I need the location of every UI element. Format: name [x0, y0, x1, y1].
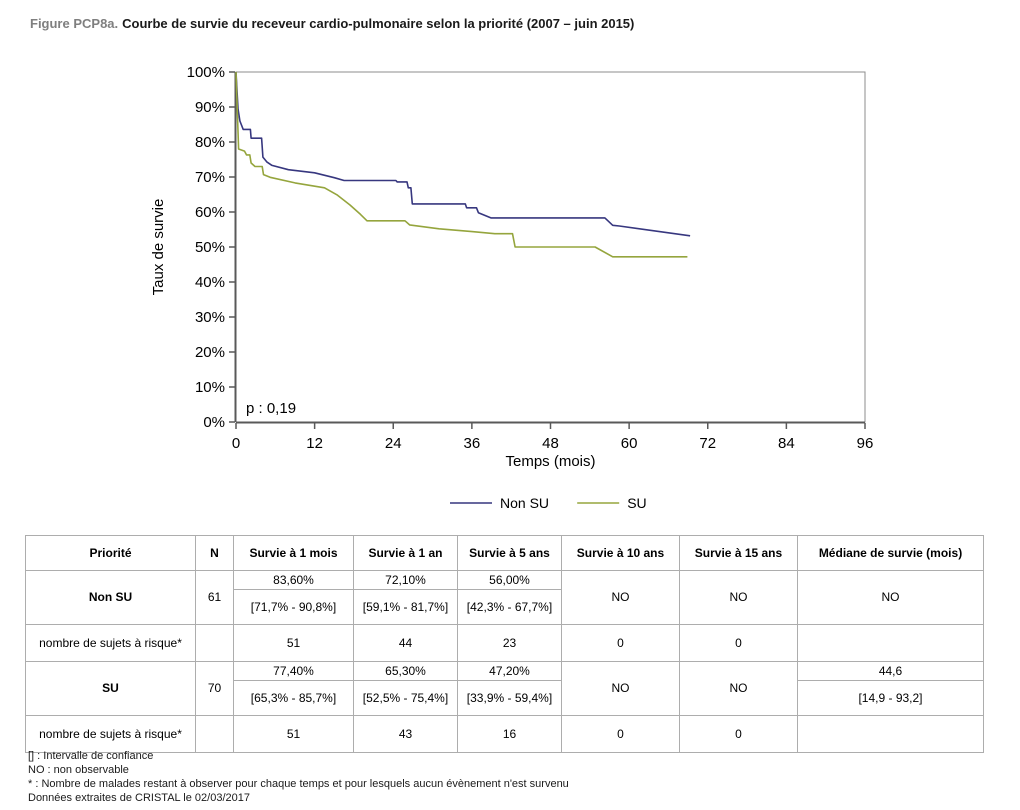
cell-su-risk-y15: 0	[679, 715, 798, 753]
cell-non-su-y15: NO	[679, 570, 798, 625]
footnotes: [] : Intervalle de confiance NO : non ob…	[28, 749, 569, 805]
series-line-su	[235, 71, 688, 258]
header-survie-10-ans: Survie à 10 ans	[561, 535, 680, 571]
cell-su-y5: 47,20%	[457, 661, 562, 681]
footnote-no: NO : non observable	[28, 764, 129, 776]
cell-non-su-y1-ci: [59,1% - 81,7%]	[353, 589, 458, 625]
cell-non-su-n: 61	[195, 570, 234, 625]
legend-label-su: SU	[627, 495, 646, 511]
legend-label-non-su: Non SU	[500, 495, 549, 511]
table-row-non-su-risk: nombre de sujets à risque* 51 44 23 0 0	[25, 624, 984, 662]
cell-non-su-m1: 83,60%	[233, 570, 354, 590]
cell-su-risk-y10: 0	[561, 715, 680, 753]
table-row-non-su-values: Non SU 61 83,60% 72,10% 56,00% NO NO NO	[25, 570, 984, 625]
cell-su-risk-median	[797, 715, 984, 753]
header-n: N	[195, 535, 234, 571]
cell-non-su-median: NO	[797, 570, 984, 625]
survival-table: Priorité N Survie à 1 mois Survie à 1 an…	[25, 535, 984, 753]
cell-non-su-risk-n	[195, 624, 234, 662]
header-survie-15-ans: Survie à 15 ans	[679, 535, 798, 571]
cell-su-y1-ci: [52,5% - 75,4%]	[353, 680, 458, 716]
cell-su-risk-y5: 16	[457, 715, 562, 753]
table-row-su-ci: [65,3% - 85,7%] [52,5% - 75,4%] [33,9% -…	[26, 680, 984, 716]
figure-label: Figure PCP8a.	[30, 16, 119, 31]
cell-non-su-risk-y5: 23	[457, 624, 562, 662]
cell-non-su-risk-y15: 0	[679, 624, 798, 662]
table-header-row: Priorité N Survie à 1 mois Survie à 1 an…	[25, 535, 984, 571]
table-row-su-values: SU 70 77,40% 65,30% 47,20% NO NO 44,6	[25, 661, 984, 716]
y-tick-label: 90%	[195, 99, 225, 116]
p-value-annotation: p : 0,19	[246, 400, 296, 417]
header-priorite: Priorité	[25, 535, 196, 571]
x-tick-label: 84	[778, 435, 795, 452]
row-label-su-risk: nombre de sujets à risque*	[25, 715, 196, 753]
y-tick-label: 100%	[187, 64, 225, 81]
y-tick-label: 0%	[203, 414, 225, 431]
cell-su-median-ci: [14,9 - 93,2]	[797, 680, 984, 716]
cell-non-su-y5-ci: [42,3% - 67,7%]	[457, 589, 562, 625]
cell-non-su-y10: NO	[561, 570, 680, 625]
header-survie-5-ans: Survie à 5 ans	[457, 535, 562, 571]
cell-su-risk-m1: 51	[233, 715, 354, 753]
cell-su-m1-ci: [65,3% - 85,7%]	[233, 680, 354, 716]
y-tick-label: 80%	[195, 134, 225, 151]
cell-su-m1: 77,40%	[233, 661, 354, 681]
x-tick-label: 12	[306, 435, 323, 452]
survival-chart: 0% 10% 20% 30% 40% 50% 60% 70% 80% 90% 100% 0 12 24 36…	[150, 64, 874, 511]
cell-su-y10: NO	[561, 661, 680, 716]
cell-non-su-risk-y1: 44	[353, 624, 458, 662]
table-row-su-risk: nombre de sujets à risque* 51 43 16 0 0	[25, 715, 984, 753]
cell-non-su-m1-ci: [71,7% - 90,8%]	[233, 589, 354, 625]
x-axis-label: Temps (mois)	[505, 453, 595, 470]
cell-su-y1: 65,30%	[353, 661, 458, 681]
cell-non-su-y1: 72,10%	[353, 570, 458, 590]
y-axis-label: Taux de survie	[150, 199, 167, 296]
row-label-non-su: Non SU	[25, 570, 196, 625]
x-tick-label: 36	[464, 435, 481, 452]
cell-non-su-risk-m1: 51	[233, 624, 354, 662]
cell-su-n: 70	[195, 661, 234, 716]
cell-non-su-risk-median	[797, 624, 984, 662]
series-line-non-su	[235, 71, 691, 237]
x-tick-label: 0	[232, 435, 240, 452]
x-tick-label: 60	[621, 435, 638, 452]
y-tick-label: 40%	[195, 274, 225, 291]
cell-su-y15: NO	[679, 661, 798, 716]
x-tick-label: 48	[542, 435, 559, 452]
y-tick-label: 30%	[195, 309, 225, 326]
figure-title: Figure PCP8a. Courbe de survie du receveu…	[30, 16, 634, 31]
x-tick-label: 96	[857, 435, 874, 452]
row-label-su: SU	[25, 661, 196, 716]
cell-su-risk-y1: 43	[353, 715, 458, 753]
table-row-non-su-ci: [71,7% - 90,8%] [59,1% - 81,7%] [42,3% -…	[26, 589, 984, 625]
y-tick-label: 70%	[195, 169, 225, 186]
cell-non-su-y5: 56,00%	[457, 570, 562, 590]
y-tick-label: 20%	[195, 344, 225, 361]
figure-title-text: Courbe de survie du receveur cardio-pulm…	[122, 16, 635, 31]
y-tick-label: 10%	[195, 379, 225, 396]
cell-su-y5-ci: [33,9% - 59,4%]	[457, 680, 562, 716]
footnote-risk: * : Nombre de malades restant à observer…	[28, 778, 569, 790]
header-survie-1-mois: Survie à 1 mois	[233, 535, 354, 571]
y-tick-label: 50%	[195, 239, 225, 256]
cell-su-risk-n	[195, 715, 234, 753]
header-survie-1-an: Survie à 1 an	[353, 535, 458, 571]
row-label-non-su-risk: nombre de sujets à risque*	[25, 624, 196, 662]
x-tick-label: 72	[699, 435, 716, 452]
footnote-ci: [] : Intervalle de confiance	[28, 750, 154, 762]
cell-su-median: 44,6	[797, 661, 984, 681]
x-tick-label: 24	[385, 435, 402, 452]
cell-non-su-risk-y10: 0	[561, 624, 680, 662]
footnote-source: Données extraites de CRISTAL le 02/03/20…	[28, 792, 250, 804]
header-mediane: Médiane de survie (mois)	[797, 535, 984, 571]
y-tick-label: 60%	[195, 204, 225, 221]
